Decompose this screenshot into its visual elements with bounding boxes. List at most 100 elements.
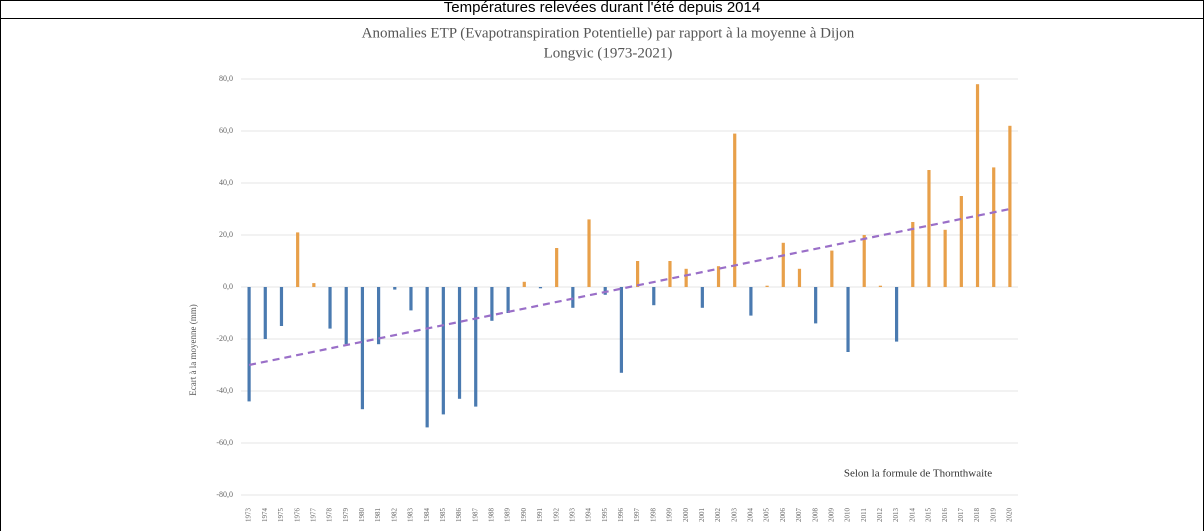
x-tick-label: 2009 [827, 508, 835, 523]
bar [781, 242, 785, 287]
y-tick-label: -80,0 [216, 490, 233, 499]
x-tick-label: 1989 [504, 508, 512, 523]
x-tick-label: 1988 [488, 508, 496, 523]
x-tick-label: 1997 [633, 508, 641, 523]
y-tick-label: 40,0 [219, 178, 233, 187]
bar [814, 287, 818, 324]
bar [425, 287, 429, 428]
bar [279, 287, 284, 326]
y-tick-label: 20,0 [219, 230, 233, 239]
x-tick-label: 1987 [471, 508, 479, 523]
y-tick-label: 80,0 [219, 74, 233, 83]
x-tick-label: 1983 [407, 508, 415, 523]
bar [635, 261, 640, 287]
bar [619, 287, 624, 373]
x-tick-label: 1984 [423, 508, 431, 523]
y-tick-label: -60,0 [216, 438, 233, 447]
x-tick-label: 1996 [617, 508, 625, 523]
x-tick-label: 1999 [666, 508, 674, 523]
annotation: Selon la formule de Thornthwaite [844, 468, 992, 480]
x-tick-label: 2015 [925, 508, 933, 523]
bar [312, 283, 316, 287]
bar [797, 268, 802, 287]
x-tick-label: 2003 [730, 508, 738, 523]
bar [555, 248, 559, 287]
bar [862, 235, 866, 287]
x-tick-label: 1993 [568, 508, 576, 523]
bar [263, 287, 267, 339]
x-tick-label: 2004 [747, 508, 755, 523]
bar [360, 287, 365, 410]
x-tick-label: 2019 [989, 508, 997, 523]
chart-title: Anomalies ETP (Evapotranspiration Potent… [362, 25, 855, 41]
bar [490, 287, 494, 321]
bar [716, 266, 721, 287]
x-tick-label: 1973 [245, 508, 253, 523]
bar [376, 287, 381, 345]
x-tick-label: 2016 [941, 508, 949, 523]
bar [652, 287, 656, 306]
x-tick-label: 1978 [326, 508, 334, 523]
bar [846, 287, 850, 352]
x-tick-label: 2020 [1006, 508, 1014, 523]
x-tick-label: 1975 [277, 508, 285, 523]
bar [296, 232, 300, 287]
x-tick-label: 1998 [649, 508, 657, 523]
bar [538, 287, 543, 289]
x-tick-label: 2002 [714, 508, 722, 523]
x-tick-label: 2011 [860, 508, 868, 522]
x-tick-label: 1994 [585, 508, 593, 523]
y-tick-label: -20,0 [216, 334, 233, 343]
bar [668, 261, 672, 287]
bar [894, 287, 899, 342]
bar [943, 229, 947, 287]
bar [927, 170, 931, 287]
bar [975, 84, 980, 287]
x-tick-label: 2006 [779, 508, 787, 523]
bar [765, 285, 769, 287]
bar [328, 287, 332, 329]
bar [1008, 125, 1012, 287]
x-tick-label: 2007 [795, 508, 803, 523]
x-tick-label: 1995 [601, 508, 609, 523]
bar [441, 287, 445, 415]
x-tick-label: 1977 [309, 508, 317, 523]
bar [522, 281, 526, 287]
bar [878, 285, 883, 287]
bar [393, 287, 397, 290]
bar [409, 287, 413, 311]
x-tick-label: 1986 [455, 508, 463, 523]
bar [247, 287, 251, 402]
x-tick-label: 1976 [293, 508, 301, 523]
bar [684, 268, 688, 287]
x-tick-label: 1985 [439, 508, 447, 523]
x-tick-label: 2018 [973, 508, 981, 523]
bar [571, 287, 575, 308]
x-tick-label: 2012 [876, 508, 884, 523]
bar [992, 167, 996, 287]
x-tick-label: 1991 [536, 508, 544, 523]
y-tick-label: 0,0 [223, 282, 233, 291]
x-tick-label: 2017 [957, 508, 965, 523]
x-tick-label: 1979 [342, 508, 350, 523]
bar [587, 219, 591, 287]
bar [749, 287, 753, 316]
x-tick-label: 1981 [374, 508, 382, 523]
x-tick-label: 2005 [763, 508, 771, 523]
y-tick-label: -40,0 [216, 386, 233, 395]
trend-line [248, 207, 1011, 367]
bar [457, 287, 462, 399]
chart-subtitle: Longvic (1973-2021) [544, 45, 673, 61]
caption: Températures relevées durant l'été depui… [444, 0, 760, 16]
x-tick-label: 2000 [682, 508, 690, 523]
x-tick-label: 2010 [844, 508, 852, 523]
x-tick-label: 2013 [892, 508, 900, 523]
x-tick-label: 1982 [390, 508, 398, 523]
bar [911, 222, 915, 287]
bar [830, 250, 834, 287]
bar [506, 287, 510, 313]
bar [700, 287, 704, 308]
y-axis-label: Ecart à la moyenne (mm) [188, 304, 198, 395]
x-tick-label: 1990 [520, 508, 528, 523]
